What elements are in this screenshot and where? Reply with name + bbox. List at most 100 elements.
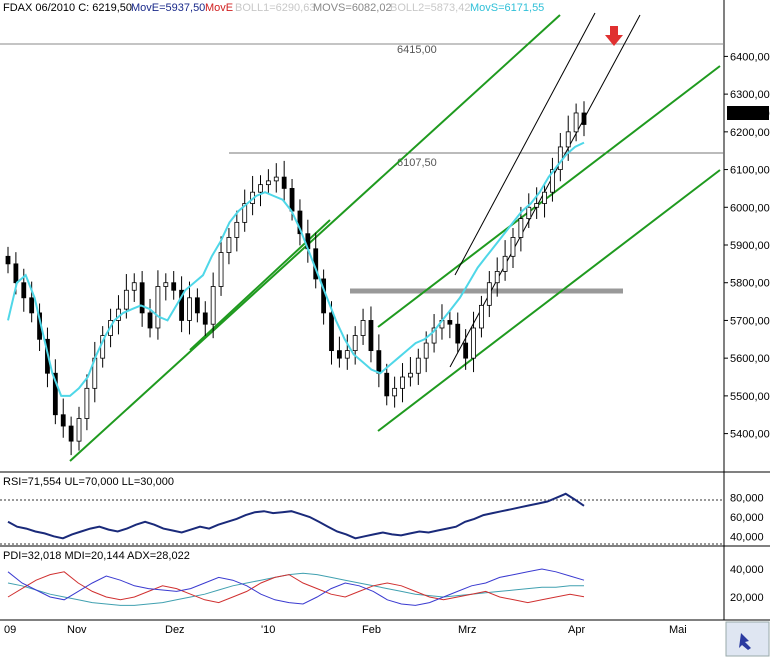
price-axis-strip — [724, 0, 770, 472]
x-tick-label: Mai — [669, 624, 687, 636]
level-6415-label: 6415,00 — [397, 44, 437, 56]
candle-body — [360, 320, 366, 336]
candle-body — [447, 320, 453, 325]
black-channel-upper — [454, 12, 596, 276]
price-tick-label: 6000,00 — [730, 202, 770, 214]
candle-body — [289, 188, 295, 212]
candle-body — [400, 376, 405, 389]
candle-body — [76, 418, 82, 442]
price-tick-label: 5500,00 — [730, 391, 770, 403]
candle-body — [534, 203, 540, 208]
price-tick-label: 6400,00 — [730, 51, 770, 63]
rsi-axis-ticks: 80,000 60,000 40,000 — [730, 493, 764, 544]
price-tick-label: 6200,00 — [730, 127, 770, 139]
price-tick-label: 6300,00 — [730, 89, 770, 101]
candle-body — [352, 335, 358, 352]
candle-body — [242, 203, 248, 223]
header-instrument: FDAX 06/2010 C: 6219,50 — [3, 2, 132, 14]
price-tick-label: 5700,00 — [730, 315, 770, 327]
candle-body — [581, 112, 587, 125]
x-tick-label: 09 — [4, 624, 16, 636]
mdi-line — [7, 571, 585, 604]
candle-body — [13, 263, 19, 284]
x-tick-label: Apr — [568, 624, 585, 636]
header-move-short: MovE — [205, 2, 233, 14]
price-tick-label: 5600,00 — [730, 353, 770, 365]
green-trend-line-1 — [69, 14, 561, 462]
candle-body — [171, 282, 177, 291]
x-tick-label: '10 — [261, 624, 275, 636]
price-tick-label: 5900,00 — [730, 240, 770, 252]
candle-body — [265, 180, 271, 186]
candle-body — [431, 327, 437, 344]
x-tick-label: Feb — [362, 624, 381, 636]
rsi-title: RSI=71,554 UL=70,000 LL=30,000 — [3, 476, 174, 488]
candle-body — [502, 255, 508, 272]
candle-body — [281, 176, 287, 189]
candle-body — [21, 282, 27, 299]
dmi-title: PDI=32,018 MDI=20,144 ADX=28,022 — [3, 550, 190, 562]
down-arrow-icon — [605, 26, 623, 46]
candle-body — [68, 425, 74, 442]
candle-body — [557, 146, 563, 170]
pdi-line — [7, 568, 585, 606]
candle-body — [123, 289, 129, 310]
rsi-line — [7, 492, 585, 540]
candle-body — [526, 206, 532, 219]
x-axis-ticks: 09 Nov Dez '10 Feb Mrz Apr Mai — [4, 624, 687, 636]
candle-body — [384, 372, 390, 397]
candle-body — [518, 218, 524, 238]
candle-body — [194, 297, 200, 314]
pointer-icon — [739, 633, 751, 650]
header-boll2: BOLL2=5873,42 — [390, 2, 470, 14]
header-move: MovE=5937,50 — [131, 2, 205, 14]
last-price-box — [727, 106, 769, 120]
candle-body — [415, 357, 421, 374]
candle-body — [550, 169, 555, 193]
level-6107-label: 6107,50 — [397, 157, 437, 169]
candle-body — [510, 237, 516, 257]
candle-body — [376, 350, 382, 374]
candle-body — [573, 112, 579, 133]
x-tick-label: Dez — [165, 624, 185, 636]
last-price-label: 6219,50 — [730, 108, 770, 120]
rsi-tick-label: 40,000 — [730, 531, 764, 543]
candle-body — [131, 282, 137, 291]
candle-body — [226, 237, 232, 253]
dmi-axis-ticks: 40,000 20,000 — [730, 564, 764, 604]
candle-body — [147, 312, 153, 329]
candle-body — [52, 372, 58, 416]
header-movs-cyan: MovS=6171,55 — [470, 2, 544, 14]
rsi-tick-label: 60,000 — [730, 512, 764, 524]
candle-body — [258, 184, 263, 193]
candle-body — [455, 323, 461, 344]
candle-body — [210, 286, 216, 325]
header-boll1: BOLL1=6290,63 — [235, 2, 315, 14]
candle-body — [408, 372, 413, 378]
header-movs: MOVS=6082,02 — [313, 2, 392, 14]
candle-body — [336, 350, 342, 359]
move-line — [7, 141, 585, 397]
candle-body — [273, 176, 279, 182]
candle-body — [202, 312, 208, 325]
candle-body — [155, 286, 161, 329]
candle-body — [479, 304, 484, 329]
candle-body — [179, 289, 184, 321]
candle-body — [565, 131, 571, 148]
price-axis-ticks: 6400,00 6300,00 6200,00 6100,00 6000,00 5900,… — [724, 51, 770, 441]
candle-body — [494, 271, 500, 284]
candle-body — [60, 414, 66, 427]
candle-body — [542, 191, 547, 204]
corner-tool-button[interactable] — [725, 621, 770, 657]
price-panel — [0, 0, 724, 472]
price-tick-label: 5800,00 — [730, 278, 770, 290]
candle-body — [84, 387, 90, 419]
price-tick-label: 6100,00 — [730, 165, 770, 177]
x-tick-label: Nov — [67, 624, 87, 636]
green-trend-line-3 — [377, 169, 721, 432]
candle-body — [368, 320, 374, 352]
price-tick-label: 5400,00 — [730, 429, 770, 441]
candle-body — [471, 327, 476, 359]
candle-body — [187, 297, 192, 321]
